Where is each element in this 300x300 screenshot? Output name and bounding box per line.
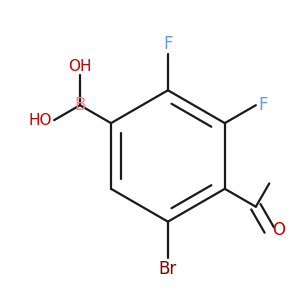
Text: O: O [272,221,285,239]
Text: OH: OH [68,59,92,74]
Text: Br: Br [159,260,177,278]
Text: F: F [163,35,173,53]
Text: HO: HO [28,112,52,128]
Text: B: B [74,96,86,114]
Text: F: F [258,96,268,114]
